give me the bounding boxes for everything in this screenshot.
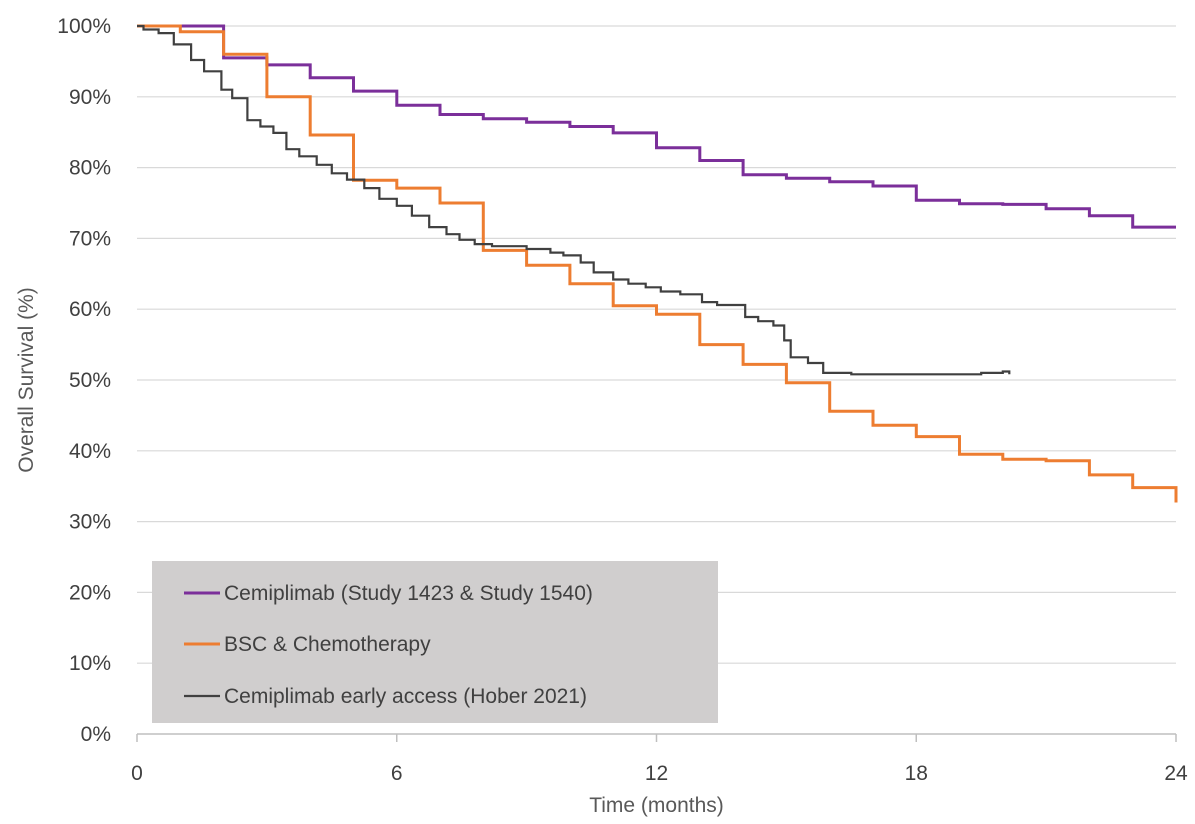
y-tick-label: 20% bbox=[69, 581, 111, 604]
x-axis-title: Time (months) bbox=[589, 794, 724, 817]
y-axis-title: Overall Survival (%) bbox=[15, 287, 38, 473]
x-tick-label: 12 bbox=[645, 762, 668, 785]
y-tick-label: 50% bbox=[69, 369, 111, 392]
series-line-1 bbox=[137, 24, 1176, 229]
y-tick-label: 30% bbox=[69, 511, 111, 534]
series-lines bbox=[137, 24, 1178, 503]
legend: Cemiplimab (Study 1423 & Study 1540) BSC … bbox=[152, 561, 718, 723]
legend-label-3: Cemiplimab early access (Hober 2021) bbox=[224, 685, 587, 708]
legend-label-1: Cemiplimab (Study 1423 & Study 1540) bbox=[224, 582, 593, 605]
y-tick-label: 60% bbox=[69, 298, 111, 321]
y-tick-label: 100% bbox=[57, 15, 111, 38]
y-tick-label: 10% bbox=[69, 652, 111, 675]
y-tick-label: 90% bbox=[69, 86, 111, 109]
x-tick-label: 0 bbox=[131, 762, 143, 785]
legend-items: Cemiplimab (Study 1423 & Study 1540) BSC … bbox=[184, 582, 593, 708]
x-tick-label: 18 bbox=[905, 762, 928, 785]
x-axis-tick-labels: 0 6 12 18 24 bbox=[131, 762, 1188, 785]
legend-label-2: BSC & Chemotherapy bbox=[224, 633, 431, 656]
y-tick-label: 70% bbox=[69, 227, 111, 250]
x-tick-label: 24 bbox=[1164, 762, 1188, 785]
y-tick-label: 0% bbox=[81, 723, 111, 746]
legend-background bbox=[152, 561, 718, 723]
y-tick-label: 80% bbox=[69, 157, 111, 180]
series-line-2 bbox=[137, 24, 1178, 503]
y-axis-tick-labels: 0% 10% 20% 30% 40% 50% 60% 70% 80% 90% 100% bbox=[57, 15, 111, 746]
y-tick-label: 40% bbox=[69, 440, 111, 463]
x-axis-ticks bbox=[136, 734, 1177, 742]
x-tick-label: 6 bbox=[391, 762, 403, 785]
series-line-3 bbox=[137, 24, 1011, 376]
